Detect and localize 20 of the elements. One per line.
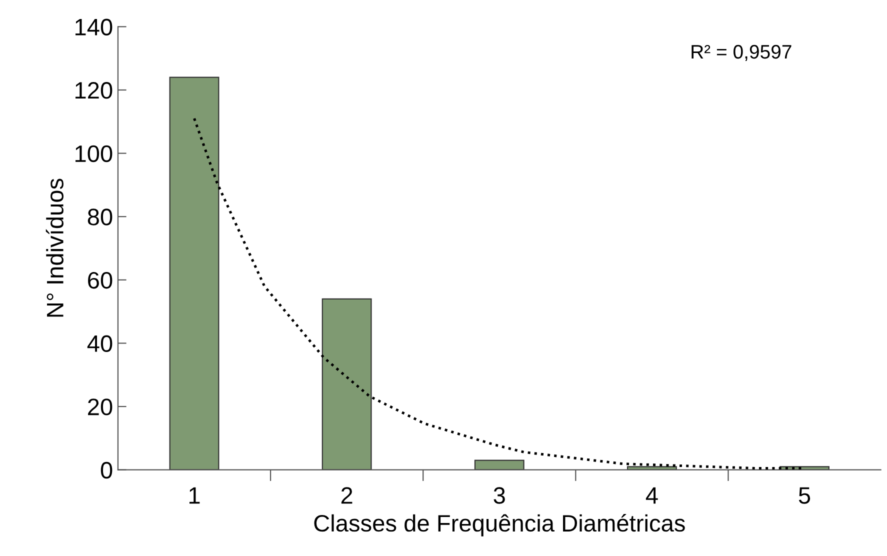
bar — [474, 460, 524, 470]
bar — [322, 298, 372, 470]
y-tick-label: 120 — [76, 82, 112, 99]
y-tick-label: 60 — [88, 272, 112, 289]
y-tick-label: 0 — [100, 462, 112, 479]
y-tick-label: 80 — [88, 208, 112, 226]
y-tick-label: 40 — [87, 335, 112, 352]
y-tick-label: 140 — [76, 18, 112, 36]
x-tick-label: 1 — [189, 487, 200, 504]
annotation: R² = 0,9597 — [692, 44, 792, 61]
x-axis-title: Classes de Frequência Diamétricas — [314, 514, 685, 536]
x-tick-label: 3 — [494, 487, 505, 504]
y-axis-title: N° Indivíduos — [46, 178, 64, 317]
x-tick-label: 2 — [341, 487, 352, 504]
y-tick-label: 100 — [76, 145, 112, 162]
x-tick-label: 4 — [646, 487, 658, 504]
bar — [169, 76, 220, 470]
bar — [626, 466, 677, 470]
y-tick-label: 20 — [88, 398, 112, 416]
x-tick-label: 5 — [798, 487, 810, 504]
